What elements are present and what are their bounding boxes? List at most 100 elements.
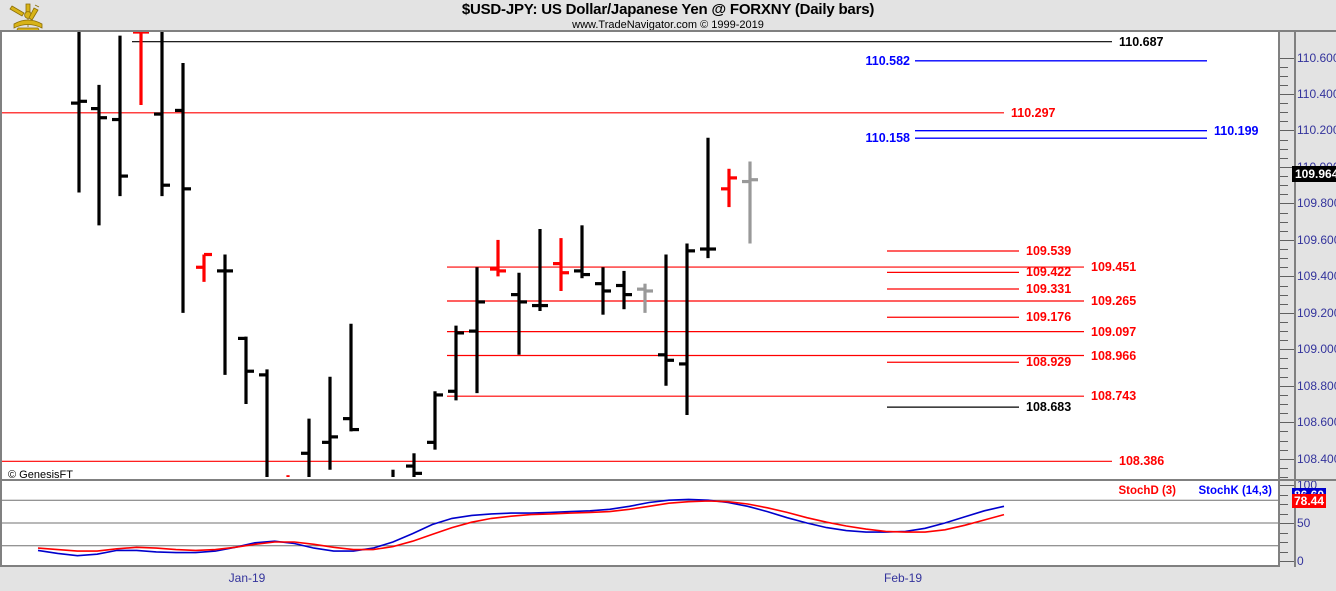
stochd-line: [37, 500, 1005, 552]
time-axis[interactable]: Jan-19 Feb-19: [0, 567, 1336, 591]
price-axis-minor-tick: [1280, 75, 1288, 77]
ohlc-bar: [721, 168, 737, 208]
price-axis-minor-tick: [1280, 331, 1288, 333]
price-axis-minor-tick: [1280, 294, 1288, 296]
price-axis-minor-tick: [1280, 84, 1288, 86]
level-price-label: 109.097: [1091, 324, 1137, 339]
ohlc-bar: [427, 391, 443, 450]
price-axis-minor-tick: [1280, 376, 1288, 378]
price-axis-tick: [1280, 166, 1294, 168]
price-axis-spine: [1294, 32, 1296, 479]
level-price-label: 108.386: [1119, 454, 1165, 469]
price-axis-minor-tick: [1280, 404, 1288, 406]
price-axis-minor-tick: [1280, 431, 1288, 433]
price-axis-tick: [1280, 276, 1294, 278]
ohlc-bar: [91, 84, 107, 226]
genesis-watermark: © GenesisFT: [8, 469, 73, 479]
price-axis-label: 108.600: [1297, 415, 1336, 430]
ohlc-bar: [742, 161, 758, 244]
stochastic-axis-minor-tick: [1280, 504, 1288, 505]
price-axis-minor-tick: [1280, 340, 1288, 342]
price-axis-label: 109.600: [1297, 232, 1336, 247]
ohlc-bar: [553, 238, 569, 291]
price-axis-minor-tick: [1280, 221, 1288, 223]
stochastic-axis-spine: [1294, 481, 1296, 567]
level-price-label: 110.199: [1214, 123, 1259, 138]
price-axis-minor-tick: [1280, 194, 1288, 196]
price-axis-minor-tick: [1280, 267, 1288, 269]
ohlc-bar: [406, 453, 422, 477]
price-axis-minor-tick: [1280, 367, 1288, 369]
price-axis-label: 109.400: [1297, 269, 1336, 284]
price-axis-label: 108.800: [1297, 378, 1336, 393]
ohlc-bar: [658, 254, 674, 386]
price-axis-minor-tick: [1280, 413, 1288, 415]
level-price-label: 108.929: [1026, 355, 1072, 370]
stochk-legend-label: StochK (14,3): [1198, 485, 1273, 497]
price-axis-minor-tick: [1280, 449, 1288, 451]
stochastic-plot: [2, 498, 1278, 557]
stochastic-axis-minor-tick: [1280, 494, 1288, 496]
level-lines-group: [2, 41, 1207, 462]
price-axis-tick: [1280, 422, 1294, 424]
ohlc-bar: [301, 418, 311, 477]
price-axis-minor-tick: [1280, 176, 1288, 178]
price-axis-minor-tick: [1280, 121, 1288, 123]
last-price-tag: 109.964: [1292, 165, 1336, 182]
ohlc-bar: [616, 270, 632, 310]
price-axis-label: 110.200: [1297, 123, 1336, 138]
price-axis[interactable]: 110.600110.400110.200110.000109.800109.6…: [1280, 30, 1336, 479]
price-axis-label: 109.200: [1297, 305, 1336, 320]
ohlc-bar: [154, 32, 170, 197]
price-chart-pane[interactable]: 110.687 110.582 110.297 110.199 110.158 109.5…: [0, 30, 1280, 479]
ohlc-bar: [196, 252, 212, 282]
stochd-value-tag: 78.44: [1292, 494, 1327, 509]
ohlc-bar: [490, 239, 506, 277]
price-axis-label: 108.400: [1297, 451, 1336, 466]
chart-subtitle: www.TradeNavigator.com © 1999-2019: [572, 19, 764, 31]
ohlc-bar: [259, 369, 269, 477]
price-axis-minor-tick: [1280, 303, 1288, 305]
stochastic-axis-label: 100: [1297, 479, 1318, 492]
price-axis-minor-tick: [1280, 157, 1288, 159]
price-axis-label: 110.400: [1297, 87, 1336, 101]
level-price-label: 110.582: [865, 53, 911, 68]
price-axis-label: 110.600: [1297, 50, 1336, 65]
page-title: $USD-JPY: US Dollar/Japanese Yen @ FORXN…: [461, 1, 875, 18]
level-price-label: 110.158: [865, 131, 911, 146]
price-axis-tick: [1280, 239, 1294, 241]
stochastic-axis-minor-tick: [1280, 551, 1288, 553]
price-axis-minor-tick: [1280, 249, 1288, 251]
level-price-label: 108.966: [1091, 348, 1137, 363]
stochastic-pane[interactable]: StochD (3) StochK (14,3): [0, 479, 1280, 567]
ohlc-bar: [700, 137, 716, 259]
ohlc-bar: [574, 225, 590, 279]
price-axis-tick: [1280, 94, 1294, 95]
level-price-label: 109.422: [1026, 265, 1072, 280]
stochastic-axis-tick: [1280, 523, 1294, 524]
stochastic-axis-label: 0: [1297, 554, 1304, 567]
price-axis-minor-tick: [1280, 477, 1288, 478]
level-price-label: 109.265: [1091, 294, 1137, 308]
price-axis-tick: [1280, 203, 1294, 205]
ohlc-bar: [637, 283, 653, 313]
price-axis-tick: [1280, 349, 1294, 351]
level-price-label: 109.331: [1026, 281, 1072, 296]
price-axis-minor-tick: [1280, 440, 1288, 442]
stochastic-axis-minor-tick: [1280, 532, 1288, 534]
ohlc-bar: [175, 63, 191, 313]
price-axis-minor-tick: [1280, 285, 1288, 287]
level-price-label: 109.539: [1026, 244, 1072, 259]
stochastic-axis-minor-tick: [1280, 513, 1288, 515]
ohlc-bar: [679, 243, 695, 415]
price-axis-tick: [1280, 130, 1294, 132]
level-price-label: 108.743: [1091, 389, 1137, 404]
level-price-label: 110.687: [1119, 34, 1164, 49]
ohlc-bar: [112, 35, 128, 197]
stochk-line: [37, 498, 1005, 557]
ohlc-bar: [217, 254, 233, 375]
level-price-label: 109.176: [1026, 310, 1072, 325]
stochastic-axis-tick: [1280, 485, 1294, 486]
